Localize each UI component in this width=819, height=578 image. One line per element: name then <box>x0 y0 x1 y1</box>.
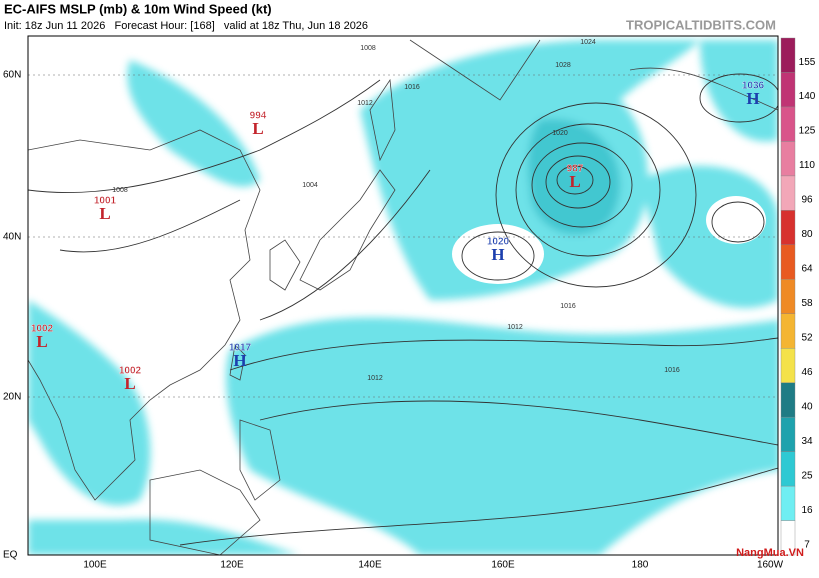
coastlines <box>28 39 778 555</box>
colorbar-segment <box>780 244 796 280</box>
center-letter: L <box>569 172 580 191</box>
colorbar-segment <box>780 279 796 314</box>
info: Init: 18z Jun 11 2026 Forecast Hour: [16… <box>4 20 368 32</box>
center-pressure: 1020 <box>487 237 510 248</box>
isobar-label: 1024 <box>580 39 596 46</box>
center-letter: L <box>124 374 135 393</box>
colorbar-tick-label: 155 <box>799 57 816 68</box>
colorbar-tick-label: 110 <box>799 160 815 171</box>
colorbar-tick-label: 34 <box>801 436 813 447</box>
lon-label: 160W <box>757 560 784 571</box>
center-letter: H <box>746 89 759 108</box>
map-frame <box>27 35 779 556</box>
lat-label: 20N <box>3 392 21 403</box>
colorbar-tick-label: 140 <box>799 91 816 102</box>
high-clear <box>452 224 544 284</box>
lon-label: 100E <box>83 560 107 571</box>
colorbar-segment <box>780 72 796 108</box>
colorbar-segment <box>780 451 796 487</box>
graticule <box>28 74 778 398</box>
center-pressure: 1036 <box>742 81 765 92</box>
colorbar-segment <box>780 37 796 73</box>
center-pressure: 1001 <box>94 196 117 207</box>
colorbar-segment <box>780 141 796 177</box>
colorbar-tick-label: 25 <box>801 470 813 481</box>
colorbar-segment <box>780 175 796 211</box>
lon-label: 140E <box>358 560 382 571</box>
center-letter: H <box>491 245 504 264</box>
center-letter: L <box>99 204 110 223</box>
colorbar-tick-label: 125 <box>799 126 816 137</box>
colorbar-tick-label: 80 <box>801 229 813 240</box>
isobar-label: 1012 <box>367 375 383 382</box>
colorbar-tick-label: 96 <box>801 195 813 206</box>
colorbar-tick-label: 40 <box>801 401 813 412</box>
colorbar-segment <box>780 210 796 245</box>
isobar-label: 1008 <box>112 187 128 194</box>
colorbar-segment <box>780 348 796 383</box>
lat-label: 40N <box>3 232 21 243</box>
colorbar-segment <box>780 416 796 452</box>
colorbar-segment <box>780 382 796 418</box>
credit: TROPICALTIDBITS.COM <box>626 17 776 32</box>
axes-labels: 60N 40N 20N EQ 100E 120E 140E 160E 180 160W <box>3 70 784 571</box>
center-letter: H <box>233 351 246 370</box>
colorbar-tick-label: 52 <box>801 333 813 344</box>
map-area: 994L1001L1002L1002L1017H1020H987L1036H10… <box>28 36 778 555</box>
center-pressure: 1002 <box>119 366 142 377</box>
center-pressure: 1002 <box>31 324 54 335</box>
colorbar-tick-label: 16 <box>801 505 813 516</box>
center-letter: L <box>252 119 263 138</box>
isobar-label: 1016 <box>404 84 420 91</box>
map-labels: 994L1001L1002L1002L1017H1020H987L1036H10… <box>31 39 765 393</box>
isobar-label: 1028 <box>555 62 571 69</box>
lon-label: 120E <box>220 560 244 571</box>
lon-label: 160E <box>491 560 515 571</box>
watermark: NangMua.VN <box>736 547 804 559</box>
lon-label: 180 <box>632 560 649 571</box>
isobar-label: 1016 <box>664 367 680 374</box>
isobar-label: 1012 <box>357 100 373 107</box>
colorbar-tick-label: 64 <box>801 264 813 275</box>
lat-label: EQ <box>3 550 18 561</box>
colorbar-tick-label: 7 <box>804 539 810 550</box>
colorbar-segment <box>780 313 796 349</box>
lat-label: 60N <box>3 70 21 81</box>
isobar-label: 1016 <box>560 303 576 310</box>
isobar-label: 1008 <box>360 45 376 52</box>
center-pressure: 994 <box>250 111 267 122</box>
colorbar-segment <box>780 485 796 521</box>
center-pressure: 987 <box>567 164 584 175</box>
colorbar-tick-label: 46 <box>801 367 813 378</box>
colorbar: 7 16 25 34 40 46 52 58 64 80 96 110 125 140 155 <box>780 37 816 556</box>
high-clear <box>706 196 766 244</box>
isobar-label: 1004 <box>302 182 318 189</box>
isobars <box>28 73 778 546</box>
isobar-label: 1012 <box>507 324 523 331</box>
center-pressure: 1017 <box>229 343 252 354</box>
center-letter: L <box>36 332 47 351</box>
isobar-label: 1020 <box>552 130 568 137</box>
colorbar-tick-label: 58 <box>801 298 813 309</box>
colorbar-segment <box>780 106 796 142</box>
title: EC-AIFS MSLP (mb) & 10m Wind Speed (kt) <box>4 1 272 16</box>
